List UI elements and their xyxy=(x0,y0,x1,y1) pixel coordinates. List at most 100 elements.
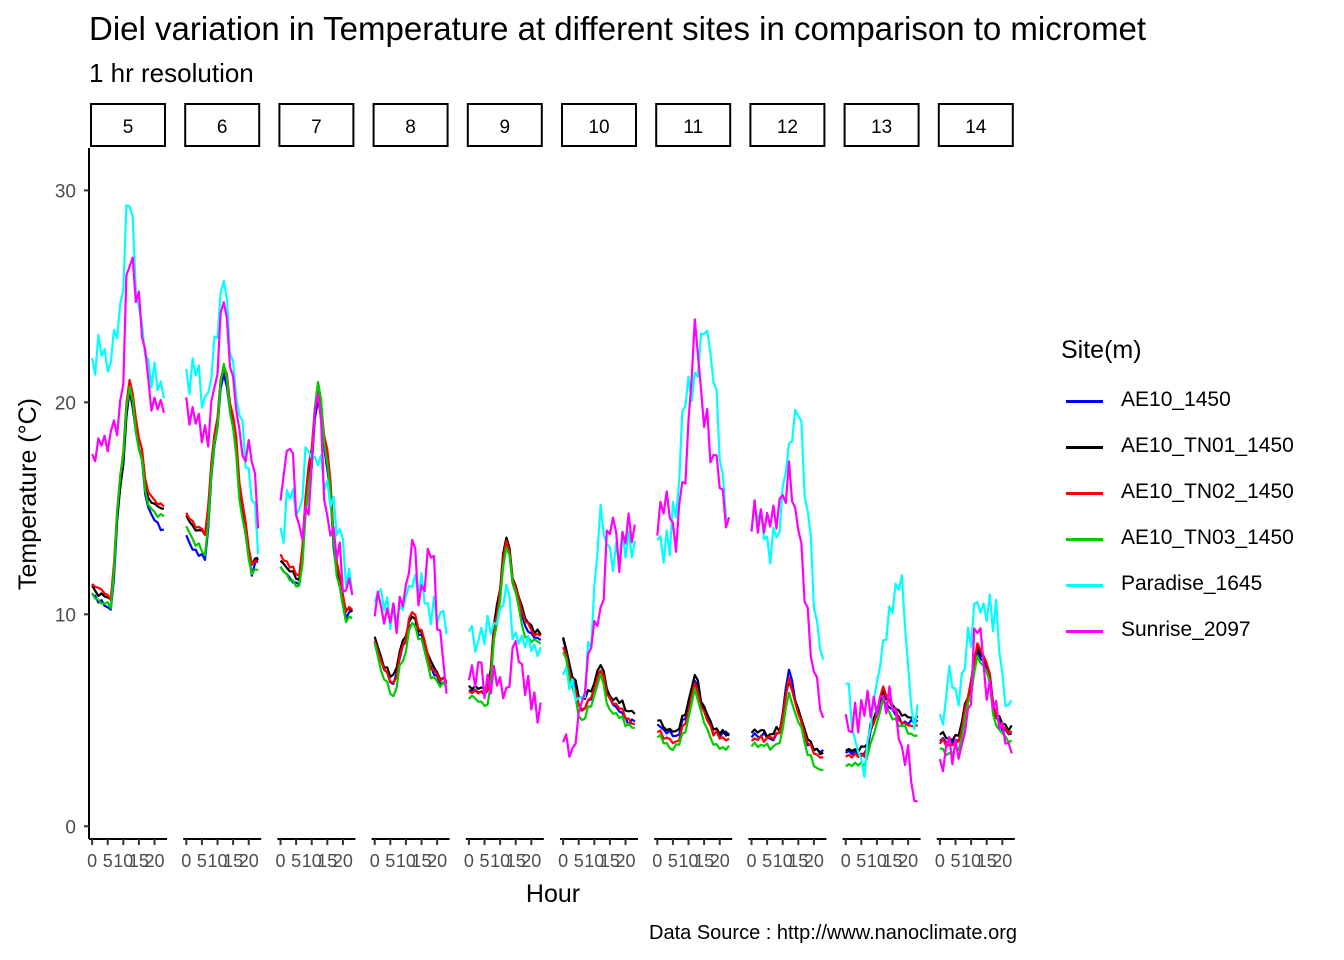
legend-swatch xyxy=(1066,446,1103,449)
x-tick-label: 5 xyxy=(480,851,490,871)
series-line xyxy=(750,676,824,759)
legend-label: AE10_1450 xyxy=(1121,388,1231,411)
x-tick-label: 10 xyxy=(867,851,887,871)
x-tick-label: 20 xyxy=(333,851,353,871)
series-line xyxy=(373,538,448,694)
x-tick-label: 15 xyxy=(129,851,149,871)
facet-panel xyxy=(91,204,165,611)
legend-swatch xyxy=(1066,492,1103,495)
x-tick-label: 0 xyxy=(935,851,945,871)
x-tick-label: 20 xyxy=(992,851,1012,871)
x-tick-label: 10 xyxy=(679,851,699,871)
series-line xyxy=(373,572,448,635)
x-tick-label: 15 xyxy=(223,851,243,871)
x-tick-label: 0 xyxy=(558,851,568,871)
y-axis: 0 10 20 30 xyxy=(55,148,90,839)
series-line xyxy=(373,611,448,684)
x-tick-label: 0 xyxy=(841,851,851,871)
x-tick-label: 0 xyxy=(747,851,757,871)
x-tick-label: 20 xyxy=(616,851,636,871)
facet-strip-box xyxy=(749,103,826,147)
series-line xyxy=(373,622,447,686)
y-tick-label: 0 xyxy=(65,817,76,838)
facet-strip-label: 13 xyxy=(871,117,892,138)
series-line xyxy=(468,539,542,695)
x-tick-label: 5 xyxy=(291,851,301,871)
x-tick-label: 10 xyxy=(773,851,793,871)
facet-strip: 10 xyxy=(561,103,637,147)
x-tick-label: 20 xyxy=(145,851,165,871)
x-tick-label: 0 xyxy=(276,851,286,871)
facet-strip-label: 7 xyxy=(311,117,322,138)
series-line xyxy=(185,301,260,529)
facet-strip-box xyxy=(466,103,543,147)
x-tick-label: 15 xyxy=(317,851,337,871)
x-tick-label: 20 xyxy=(898,851,918,871)
series-line xyxy=(938,593,1013,726)
series-line xyxy=(656,318,731,553)
x-tick-label: 20 xyxy=(427,851,447,871)
y-axis-title: Temperature (°C) xyxy=(14,398,42,590)
facet-panel xyxy=(938,593,1013,773)
x-tick-label: 20 xyxy=(239,851,259,871)
series-line xyxy=(185,362,259,576)
series-line xyxy=(373,621,448,698)
x-tick-label: 0 xyxy=(87,851,97,871)
series-line xyxy=(845,696,918,768)
x-tick-label: 0 xyxy=(652,851,662,871)
legend-label: Sunrise_2097 xyxy=(1121,618,1251,641)
facet-strip-label: 14 xyxy=(965,117,987,138)
series-line xyxy=(750,408,825,660)
facet-strip: 8 xyxy=(372,103,449,147)
series-line xyxy=(91,385,165,610)
x-tick-label: 5 xyxy=(574,851,584,871)
series-line xyxy=(656,682,730,745)
facet-panel xyxy=(562,503,636,758)
legend-label: AE10_TN01_1450 xyxy=(1121,434,1294,457)
x-tick-label: 20 xyxy=(521,851,541,871)
x-tick-label: 0 xyxy=(181,851,191,871)
x-tick-label: 10 xyxy=(490,851,510,871)
series-line xyxy=(657,673,730,737)
legend-label: AE10_TN02_1450 xyxy=(1121,480,1294,503)
x-tick-label: 15 xyxy=(694,851,714,871)
x-tick-label: 0 xyxy=(370,851,380,871)
x-tick-label: 15 xyxy=(883,851,903,871)
x-axis-title: Hour xyxy=(526,880,580,908)
facet-strip: 7 xyxy=(278,103,355,147)
data-source-caption: Data Source : http://www.nanoclimate.org xyxy=(649,922,1017,944)
series-line xyxy=(845,574,919,779)
x-tick-label: 10 xyxy=(961,851,981,871)
series-line xyxy=(279,393,354,596)
chart-title: Diel variation in Temperature at differe… xyxy=(89,10,1147,47)
series-line xyxy=(91,256,165,463)
facet-strip-box xyxy=(843,103,920,147)
series-line xyxy=(562,512,636,758)
x-tick-label: 15 xyxy=(977,851,997,871)
series-line xyxy=(468,541,542,696)
facet-strip-label: 12 xyxy=(777,117,798,138)
facet-strip-box xyxy=(184,103,261,147)
x-tick-label: 15 xyxy=(412,851,432,871)
facet-strip-box xyxy=(90,103,166,147)
facet-strip: 13 xyxy=(843,103,920,147)
x-tick-label: 5 xyxy=(385,851,395,871)
series-line xyxy=(845,685,919,759)
series-line xyxy=(467,639,542,724)
facet-strip: 11 xyxy=(655,103,732,147)
x-tick-label: 10 xyxy=(208,851,228,871)
series-line xyxy=(562,503,636,702)
series-line xyxy=(185,364,259,566)
facet-panel xyxy=(373,538,448,698)
series-line xyxy=(656,687,730,752)
facet-panels xyxy=(91,204,1013,803)
legend-swatch xyxy=(1066,584,1103,587)
facet-strip-label: 10 xyxy=(588,117,609,138)
